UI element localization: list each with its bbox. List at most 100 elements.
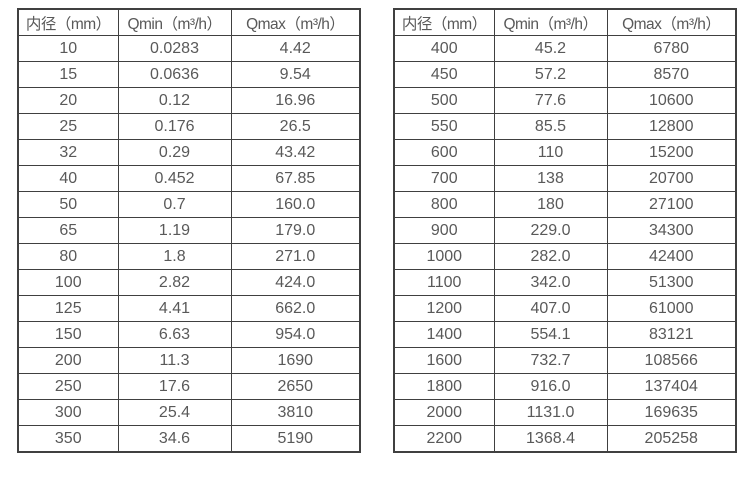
cell-qmin: 0.29: [117, 139, 232, 166]
table-row: 15 0.0636 9.54: [17, 61, 361, 88]
cell-qmax: 27100: [606, 191, 737, 218]
table-row: 80 1.8 271.0: [17, 243, 361, 270]
table-row: 65 1.19 179.0: [17, 217, 361, 244]
cell-qmin: 1.19: [117, 217, 232, 244]
cell-diameter: 15: [17, 61, 119, 88]
table-row: 40 0.452 67.85: [17, 165, 361, 192]
table-row: 700 138 20700: [393, 165, 737, 192]
cell-qmin: 77.6: [493, 87, 608, 114]
cell-diameter: 200: [17, 347, 119, 374]
cell-diameter: 32: [17, 139, 119, 166]
cell-qmin: 11.3: [117, 347, 232, 374]
cell-qmin: 0.176: [117, 113, 232, 140]
cell-diameter: 400: [393, 35, 495, 62]
cell-qmin: 282.0: [493, 243, 608, 270]
cell-qmax: 43.42: [230, 139, 361, 166]
table-row: 50 0.7 160.0: [17, 191, 361, 218]
cell-qmin: 342.0: [493, 269, 608, 296]
cell-qmax: 424.0: [230, 269, 361, 296]
cell-qmin: 0.452: [117, 165, 232, 192]
cell-diameter: 550: [393, 113, 495, 140]
cell-qmin: 25.4: [117, 399, 232, 426]
cell-diameter: 700: [393, 165, 495, 192]
cell-qmin: 407.0: [493, 295, 608, 322]
cell-qmax: 2650: [230, 373, 361, 400]
table-row: 2000 1131.0 169635: [393, 399, 737, 426]
cell-qmin: 916.0: [493, 373, 608, 400]
table-row: 1000 282.0 42400: [393, 243, 737, 270]
table-row: 2200 1368.4 205258: [393, 425, 737, 453]
table-row: 1800 916.0 137404: [393, 373, 737, 400]
table-row: 100 2.82 424.0: [17, 269, 361, 296]
cell-diameter: 1200: [393, 295, 495, 322]
table-row: 450 57.2 8570: [393, 61, 737, 88]
cell-qmax: 1690: [230, 347, 361, 374]
cell-qmin: 0.12: [117, 87, 232, 114]
cell-qmax: 160.0: [230, 191, 361, 218]
table-row: 25 0.176 26.5: [17, 113, 361, 140]
cell-diameter: 150: [17, 321, 119, 348]
cell-diameter: 1400: [393, 321, 495, 348]
header-row: 内径（mm） Qmin（m³/h） Qmax（m³/h）: [393, 8, 737, 36]
table-row: 150 6.63 954.0: [17, 321, 361, 348]
table-row: 600 110 15200: [393, 139, 737, 166]
cell-qmin: 732.7: [493, 347, 608, 374]
cell-qmax: 67.85: [230, 165, 361, 192]
cell-diameter: 40: [17, 165, 119, 192]
cell-diameter: 1600: [393, 347, 495, 374]
cell-qmax: 3810: [230, 399, 361, 426]
cell-qmin: 1131.0: [493, 399, 608, 426]
cell-diameter: 1800: [393, 373, 495, 400]
cell-qmin: 0.7: [117, 191, 232, 218]
cell-diameter: 2200: [393, 425, 495, 453]
flow-table-small-diameters: 内径（mm） Qmin（m³/h） Qmax（m³/h） 10 0.0283 4.42 1…: [17, 8, 361, 453]
cell-qmin: 17.6: [117, 373, 232, 400]
table-row: 125 4.41 662.0: [17, 295, 361, 322]
table-row: 350 34.6 5190: [17, 425, 361, 453]
cell-diameter: 900: [393, 217, 495, 244]
cell-qmax: 954.0: [230, 321, 361, 348]
table-row: 400 45.2 6780: [393, 35, 737, 62]
cell-diameter: 125: [17, 295, 119, 322]
cell-qmax: 34300: [606, 217, 737, 244]
cell-qmax: 26.5: [230, 113, 361, 140]
cell-qmax: 10600: [606, 87, 737, 114]
cell-qmax: 662.0: [230, 295, 361, 322]
cell-qmax: 9.54: [230, 61, 361, 88]
cell-diameter: 350: [17, 425, 119, 453]
column-header-diameter: 内径（mm）: [393, 8, 495, 36]
cell-diameter: 10: [17, 35, 119, 62]
cell-qmax: 5190: [230, 425, 361, 453]
column-header-diameter: 内径（mm）: [17, 8, 119, 36]
cell-qmin: 1.8: [117, 243, 232, 270]
cell-qmax: 12800: [606, 113, 737, 140]
header-row: 内径（mm） Qmin（m³/h） Qmax（m³/h）: [17, 8, 361, 36]
cell-diameter: 65: [17, 217, 119, 244]
cell-qmin: 57.2: [493, 61, 608, 88]
cell-qmin: 34.6: [117, 425, 232, 453]
cell-diameter: 2000: [393, 399, 495, 426]
table-row: 800 180 27100: [393, 191, 737, 218]
cell-qmax: 4.42: [230, 35, 361, 62]
cell-diameter: 450: [393, 61, 495, 88]
table-row: 900 229.0 34300: [393, 217, 737, 244]
cell-qmax: 179.0: [230, 217, 361, 244]
cell-qmin: 85.5: [493, 113, 608, 140]
cell-qmin: 110: [493, 139, 608, 166]
cell-diameter: 800: [393, 191, 495, 218]
column-header-qmax: Qmax（m³/h）: [606, 8, 737, 36]
cell-qmin: 6.63: [117, 321, 232, 348]
cell-qmax: 83121: [606, 321, 737, 348]
cell-qmin: 2.82: [117, 269, 232, 296]
cell-diameter: 80: [17, 243, 119, 270]
cell-qmin: 180: [493, 191, 608, 218]
table-row: 200 11.3 1690: [17, 347, 361, 374]
cell-qmin: 554.1: [493, 321, 608, 348]
cell-diameter: 100: [17, 269, 119, 296]
table-row: 32 0.29 43.42: [17, 139, 361, 166]
column-header-qmax: Qmax（m³/h）: [230, 8, 361, 36]
cell-qmin: 229.0: [493, 217, 608, 244]
cell-qmax: 137404: [606, 373, 737, 400]
cell-diameter: 25: [17, 113, 119, 140]
cell-diameter: 1100: [393, 269, 495, 296]
